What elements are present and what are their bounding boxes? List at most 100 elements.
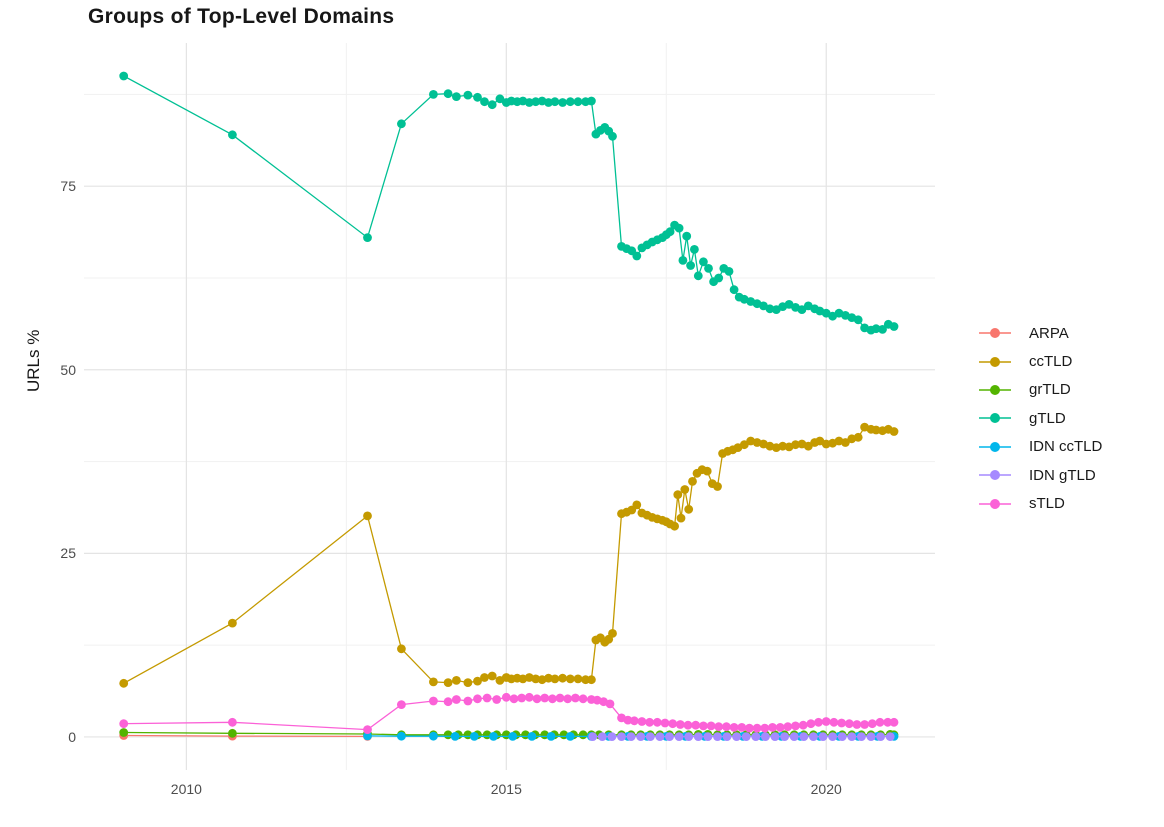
data-point-cctld (487, 671, 497, 681)
data-point-gtld (678, 256, 688, 265)
data-point-cctld (791, 440, 800, 450)
data-point-idn-gtld (597, 732, 607, 741)
data-point-idn-gtld (617, 732, 626, 741)
data-point-stld (660, 718, 670, 728)
data-point-gtld (573, 97, 583, 107)
data-point-cctld (670, 521, 679, 531)
y-tick-label: 25 (60, 545, 76, 562)
data-point-cctld (680, 485, 690, 494)
data-point-cctld (363, 511, 372, 521)
series-line-gtld (123, 75, 895, 331)
data-point-stld (532, 694, 542, 704)
legend-label: ccTLD (1029, 353, 1073, 371)
data-point-stld (363, 725, 372, 734)
data-point-cctld (871, 425, 881, 435)
x-tick-label: 2010 (170, 781, 202, 797)
data-point-cctld (443, 678, 453, 687)
legend-label: grTLD (1029, 381, 1071, 399)
data-point-idn-cctld (397, 731, 406, 741)
legend-key-dot (990, 441, 1000, 452)
data-point-cctld (821, 439, 831, 449)
data-point-idn-gtld (857, 732, 866, 741)
data-point-stld (844, 719, 854, 729)
data-point-stld (714, 722, 724, 732)
data-point-stld (683, 720, 693, 730)
data-point-idn-gtld (722, 732, 732, 741)
data-point-cctld (550, 674, 560, 684)
data-point-stld (548, 694, 557, 704)
data-point-gtld (550, 97, 560, 107)
data-point-stld (668, 719, 678, 729)
data-point-idn-cctld (469, 732, 479, 741)
data-point-cctld (778, 441, 788, 451)
data-point-stld (760, 723, 770, 733)
data-point-cctld (429, 677, 438, 687)
data-point-idn-gtld (761, 732, 770, 741)
data-point-stld (860, 720, 869, 729)
data-point-idn-gtld (837, 732, 847, 741)
data-point-cctld (608, 629, 617, 638)
data-point-stld (645, 717, 654, 727)
data-point-stld (829, 717, 839, 727)
data-point-cctld (713, 482, 722, 491)
data-point-gtld (682, 231, 692, 241)
data-point-idn-gtld (732, 732, 741, 741)
data-point-gtld (119, 71, 129, 81)
data-point-stld (706, 721, 716, 731)
data-point-gtld (765, 304, 775, 314)
data-point-gtld (632, 251, 642, 261)
data-point-idn-gtld (674, 732, 684, 741)
legend-item-arpa: ARPA (977, 319, 1102, 347)
data-point-stld (889, 717, 899, 727)
legend-key-dot (990, 356, 1000, 367)
legend-item-gtld: gTLD (977, 404, 1102, 432)
data-point-cctld (673, 490, 683, 499)
legend-key-icon-arpa (979, 328, 1011, 339)
data-point-stld (675, 720, 685, 729)
data-point-idn-gtld (741, 732, 751, 741)
data-point-gtld (797, 305, 807, 314)
legend-key-dot (990, 384, 1000, 395)
data-point-gtld (699, 257, 708, 267)
data-point-grtld (228, 728, 237, 738)
legend-key-icon-idn-cctld (979, 441, 1011, 452)
data-point-stld (837, 718, 846, 728)
data-point-stld (555, 693, 565, 703)
data-point-stld (571, 693, 580, 703)
data-point-cctld (480, 673, 489, 682)
data-point-idn-gtld (588, 732, 598, 741)
data-point-gtld (674, 223, 684, 233)
legend-key-icon-idn-gtld (979, 470, 1011, 481)
data-point-gtld (853, 315, 863, 325)
x-tick-label: 2020 (810, 781, 842, 797)
data-point-cctld (889, 427, 899, 436)
data-point-idn-gtld (751, 732, 761, 741)
data-point-idn-gtld (780, 732, 789, 741)
data-point-gtld (524, 98, 534, 107)
data-point-idn-cctld (508, 732, 518, 741)
legend-key-icon-stld (979, 498, 1011, 509)
data-point-idn-cctld (565, 732, 575, 741)
legend-label: sTLD (1029, 495, 1065, 513)
data-point-idn-cctld (450, 732, 460, 741)
data-point-stld (482, 693, 492, 703)
data-point-grtld (578, 730, 588, 740)
data-point-cctld (452, 676, 461, 685)
legend: ARPA ccTLD grTLD gTLD IDN ccTLD IDN gTLD sTLD (977, 319, 1102, 518)
y-tick-label: 75 (60, 178, 76, 195)
data-point-gtld (429, 90, 438, 99)
data-point-stld (492, 695, 502, 704)
data-point-stld (729, 723, 739, 732)
data-point-cctld (544, 673, 553, 683)
data-point-stld (699, 721, 708, 731)
x-tick-label: 2015 (490, 781, 522, 797)
legend-key-icon-grtld (979, 384, 1011, 395)
data-point-gtld (487, 100, 497, 110)
legend-item-idn-gtld: IDN gTLD (977, 461, 1102, 489)
data-point-stld (463, 696, 473, 706)
data-point-cctld (739, 440, 749, 450)
legend-label: gTLD (1029, 409, 1066, 427)
data-point-idn-gtld (799, 732, 809, 741)
data-point-stld (852, 720, 862, 729)
